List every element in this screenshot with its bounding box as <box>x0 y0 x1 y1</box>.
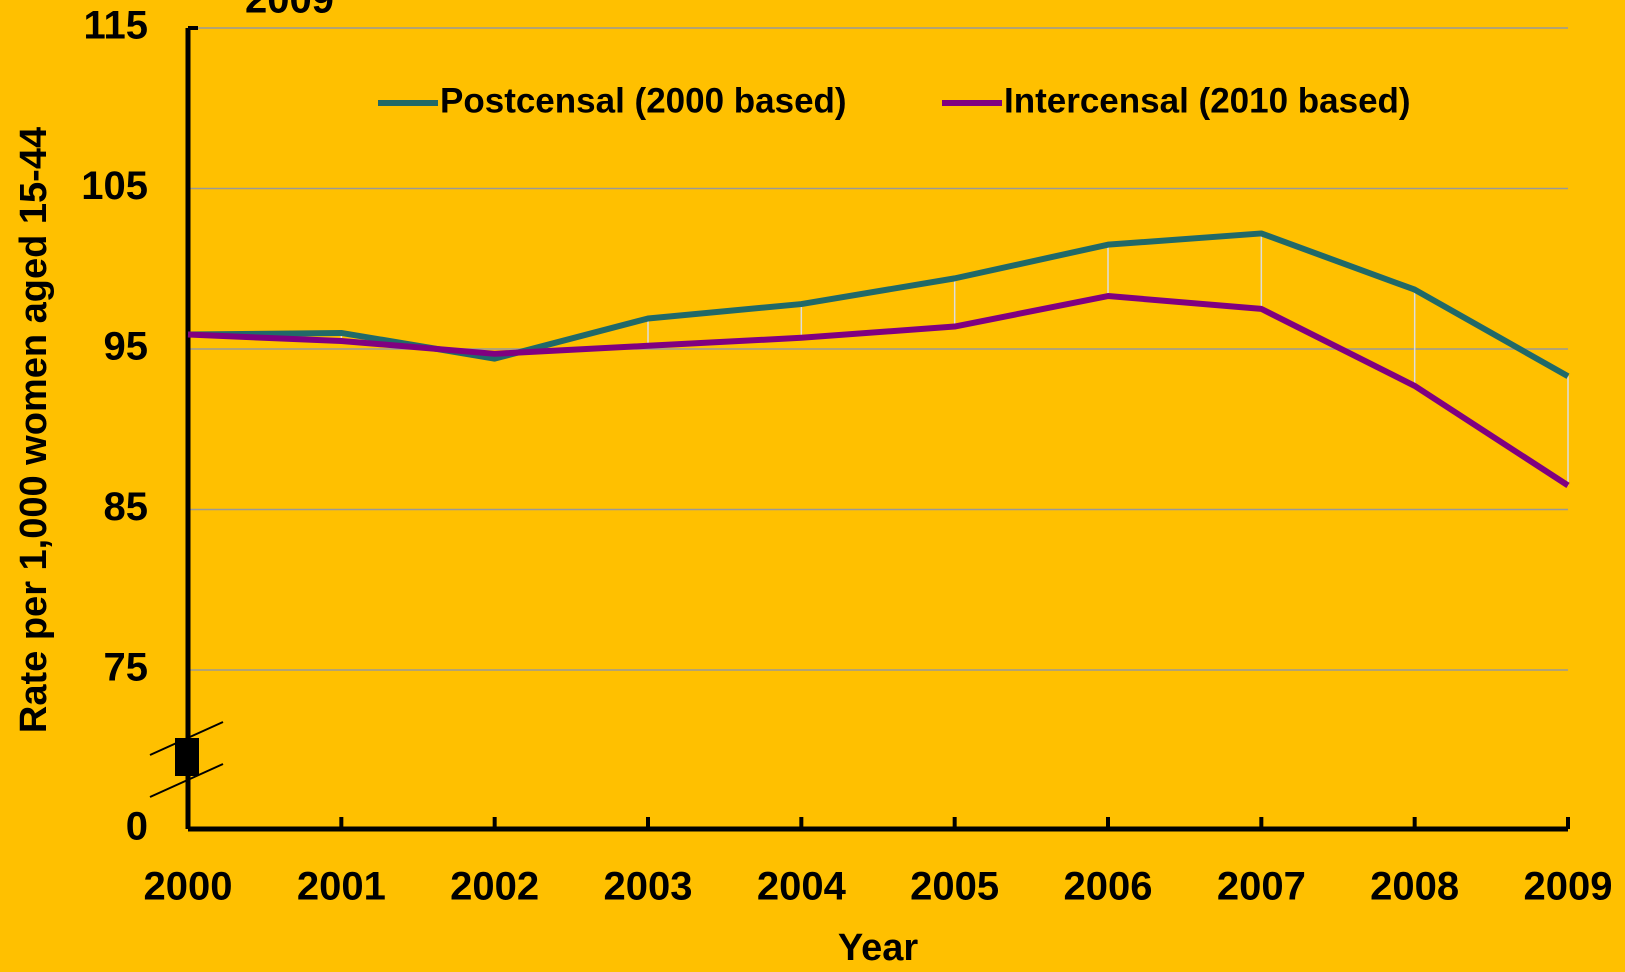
y-tick-label: 115 <box>83 4 148 48</box>
x-tick-label: 2008 <box>1370 865 1459 909</box>
axis-break <box>149 721 224 756</box>
y-tick-label: 95 <box>104 325 149 369</box>
legend-label: Intercensal (2010 based) <box>1004 81 1411 120</box>
x-tick-label: 2009 <box>1524 865 1613 909</box>
x-tick-label: 2007 <box>1217 865 1306 909</box>
x-tick-label: 2004 <box>757 865 847 909</box>
series-line <box>187 293 1570 488</box>
x-tick-label: 2005 <box>910 865 999 909</box>
x-tick-label: 2003 <box>604 865 693 909</box>
y-tick-label: 105 <box>81 164 148 208</box>
y-tick-label: 0 <box>126 805 148 849</box>
series-line <box>187 230 1570 379</box>
x-axis-label: Year <box>838 927 919 969</box>
y-tick-label: 75 <box>104 646 149 690</box>
chart-title: 2009 <box>245 0 334 22</box>
y-axis-label: Rate per 1,000 women aged 15-44 <box>13 127 55 733</box>
y-tick-label: 85 <box>104 485 149 529</box>
x-tick-label: 2002 <box>450 865 539 909</box>
x-tick-label: 2001 <box>297 865 386 909</box>
x-tick-label: 2006 <box>1064 865 1153 909</box>
x-tick-label: 2000 <box>144 865 233 909</box>
axis-break <box>149 763 224 798</box>
axis-break <box>175 738 199 776</box>
legend-label: Postcensal (2000 based) <box>440 81 847 120</box>
